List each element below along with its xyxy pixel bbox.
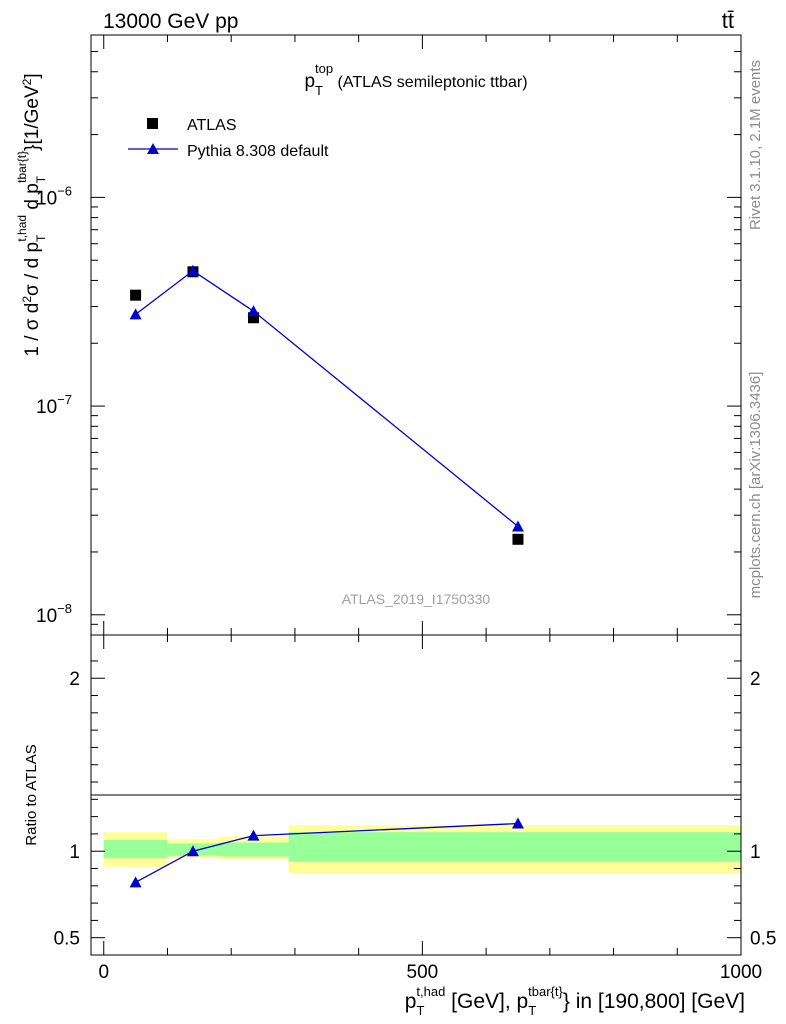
pythia-point (247, 305, 260, 317)
atlas-point (130, 289, 142, 301)
ratio-pythia-line (135, 822, 518, 883)
title-rest: (ATLAS semileptonic ttbar) (333, 74, 527, 91)
pythia-point (129, 308, 142, 320)
x-tick-label: 1000 (720, 962, 762, 983)
legend: ATLAS Pythia 8.308 default (128, 117, 329, 160)
ratio-pythia-point (186, 845, 199, 857)
analysis-label: ATLAS_2019_I1750330 (342, 591, 491, 607)
pythia-line (135, 269, 519, 527)
stat-uncertainty-band (288, 832, 741, 862)
legend-pythia-label: Pythia 8.308 default (187, 143, 329, 160)
atlas-point (512, 533, 524, 545)
ratio-pythia-point (129, 876, 142, 888)
pythia-point (186, 264, 199, 276)
legend-pythia-marker (147, 143, 159, 154)
xlabel: pTt,had [GeV], pTtbar{t}} in [190,800] [… (405, 984, 745, 1018)
ratio-y-tick-label-left: 1 (69, 842, 80, 863)
ratio-frame (90, 634, 742, 956)
main-data-marks (129, 264, 524, 545)
y-tick-label: 10−8 (36, 601, 72, 627)
ratio-uncertainty-bands (103, 825, 741, 874)
mcplots-label: mcplots.cern.ch [arXiv:1306.3436] (747, 372, 764, 599)
plot-title: pTtop (ATLAS semileptonic ttbar) (304, 61, 527, 98)
x-tick-label: 500 (407, 962, 439, 983)
ratio-y-tick-label-left: 2 (69, 669, 80, 690)
title-sup: top (315, 61, 333, 76)
ratio-ylabel: Ratio to ATLAS (23, 744, 40, 845)
title-sub: T (315, 83, 323, 98)
main-ylabel: 1 / σ d2σ / d pTt,had d pTtbar{t}}[1/GeV… (15, 73, 48, 356)
main-panel: 10−8 10−7 10−6 pTtop (ATLAS semileptonic t… (15, 34, 742, 636)
ratio-panel: 0.5 0.5 1 1 2 2 0 500 1000 Ratio to ATLAS pTt,ha… (23, 634, 776, 1018)
title-base: p (304, 71, 315, 92)
stat-uncertainty-band (103, 839, 168, 859)
stat-uncertainty-band (218, 842, 289, 857)
energy-label: 13000 GeV pp (103, 10, 238, 33)
x-tick-label: 0 (98, 962, 109, 983)
legend-atlas-label: ATLAS (187, 117, 237, 134)
ratio-pythia-point (247, 829, 260, 841)
ratio-y-tick-label-right: 2 (750, 669, 761, 690)
ratio-pythia-point (511, 817, 524, 829)
ratio-y-tick-label-left: 0.5 (54, 929, 80, 950)
ratio-y-tick-label-right: 0.5 (750, 929, 776, 950)
pythia-point (511, 520, 524, 532)
y-tick-label: 10−7 (36, 392, 72, 418)
process-label: tt̄ (722, 8, 734, 33)
ratio-axis-ticks: 0.5 0.5 1 1 2 2 0 500 1000 (54, 635, 776, 983)
main-axis-ticks: 10−8 10−7 10−6 (36, 34, 742, 636)
rivet-label: Rivet 3.1.10, 2.1M events (747, 60, 764, 230)
atlas-point (248, 312, 259, 324)
ratio-y-tick-label-right: 1 (750, 842, 761, 863)
legend-atlas-marker (147, 118, 158, 129)
y-tick-label: 10−6 (36, 183, 72, 209)
ratio-data-marks (129, 817, 524, 888)
